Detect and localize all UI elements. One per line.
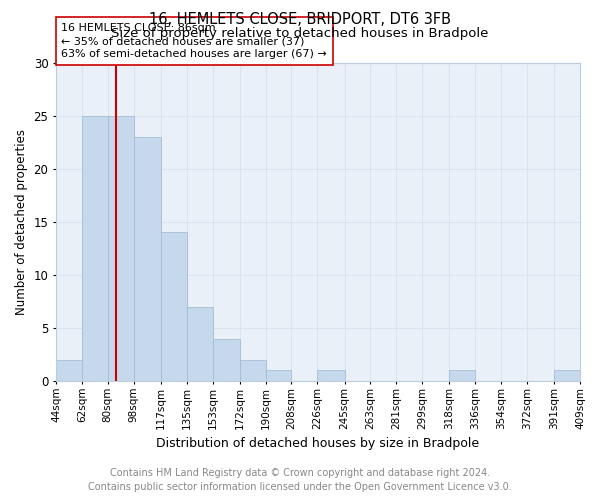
Bar	[108, 116, 134, 381]
Bar	[240, 360, 266, 381]
Bar	[187, 306, 212, 381]
Bar	[82, 116, 108, 381]
Bar	[449, 370, 475, 381]
Text: 16 HEMLETS CLOSE: 86sqm
← 35% of detached houses are smaller (37)
63% of semi-de: 16 HEMLETS CLOSE: 86sqm ← 35% of detache…	[61, 23, 327, 60]
Bar	[56, 360, 82, 381]
Bar	[266, 370, 292, 381]
Text: 16, HEMLETS CLOSE, BRIDPORT, DT6 3FB: 16, HEMLETS CLOSE, BRIDPORT, DT6 3FB	[149, 12, 451, 28]
Bar	[317, 370, 344, 381]
Bar	[554, 370, 580, 381]
Text: Size of property relative to detached houses in Bradpole: Size of property relative to detached ho…	[112, 28, 488, 40]
X-axis label: Distribution of detached houses by size in Bradpole: Distribution of detached houses by size …	[157, 437, 479, 450]
Bar	[134, 137, 161, 381]
Text: Contains HM Land Registry data © Crown copyright and database right 2024.
Contai: Contains HM Land Registry data © Crown c…	[88, 468, 512, 492]
Y-axis label: Number of detached properties: Number of detached properties	[15, 128, 28, 314]
Bar	[212, 338, 240, 381]
Bar	[161, 232, 187, 381]
